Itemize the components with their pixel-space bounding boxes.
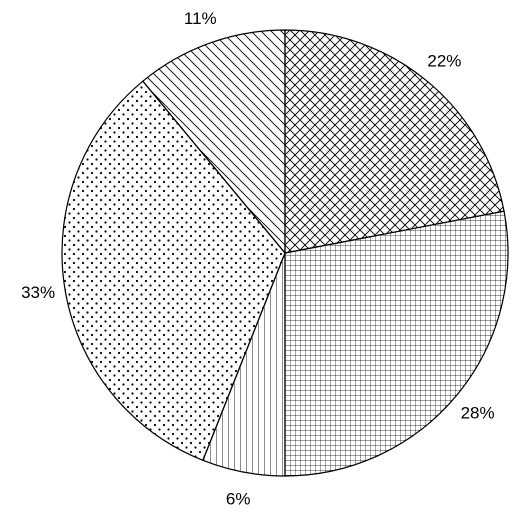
pie-slice <box>284 29 505 254</box>
slice-label: 33% <box>21 283 55 302</box>
slice-label: 11% <box>184 9 217 28</box>
pie-slice <box>142 29 286 255</box>
slice-label: 28% <box>461 403 495 422</box>
pie-slices <box>61 29 509 477</box>
pie-slice <box>284 210 509 477</box>
slice-label: 6% <box>226 490 251 509</box>
pie-slice <box>61 80 286 462</box>
pie-labels: 22% 28% 6% 33% 11% <box>21 9 495 509</box>
slice-label: 22% <box>427 51 461 70</box>
